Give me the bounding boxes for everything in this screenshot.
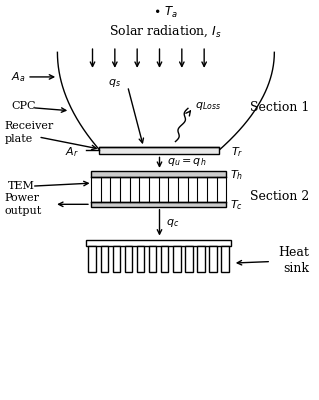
Text: $q_s$: $q_s$	[108, 77, 121, 89]
Bar	[100, 246, 108, 272]
Text: Solar radiation, $I_s$: Solar radiation, $I_s$	[109, 23, 222, 38]
Bar	[209, 246, 217, 272]
Bar	[99, 147, 219, 154]
Text: Section 2: Section 2	[250, 190, 309, 204]
Bar	[149, 246, 156, 272]
Bar	[185, 246, 193, 272]
Bar	[173, 246, 181, 272]
Bar	[86, 240, 231, 246]
Bar	[88, 246, 96, 272]
Text: TEM: TEM	[8, 181, 35, 191]
Text: $T_c$: $T_c$	[230, 198, 243, 212]
Text: $T_r$: $T_r$	[231, 146, 244, 159]
Bar	[125, 246, 132, 272]
Text: $T_h$: $T_h$	[230, 168, 243, 182]
Bar	[91, 171, 226, 177]
Text: Receiver
plate: Receiver plate	[5, 121, 54, 144]
Bar	[221, 246, 229, 272]
Text: $A_r$: $A_r$	[65, 146, 79, 159]
Text: $q_u = q_h$: $q_u = q_h$	[167, 156, 207, 168]
Text: $q_c$: $q_c$	[166, 217, 179, 229]
Bar	[137, 246, 144, 272]
Bar	[113, 246, 120, 272]
Text: $q_{Loss}$: $q_{Loss}$	[195, 100, 221, 112]
Text: $\bullet$ $T_a$: $\bullet$ $T_a$	[153, 5, 178, 20]
Bar	[161, 246, 168, 272]
Text: $A_a$: $A_a$	[11, 70, 26, 84]
Text: Power
output: Power output	[5, 194, 42, 216]
Text: Section 1: Section 1	[250, 101, 309, 114]
Bar	[197, 246, 205, 272]
Text: CPC: CPC	[11, 101, 36, 111]
Text: Heat
sink: Heat sink	[278, 246, 309, 274]
Bar	[91, 202, 226, 207]
